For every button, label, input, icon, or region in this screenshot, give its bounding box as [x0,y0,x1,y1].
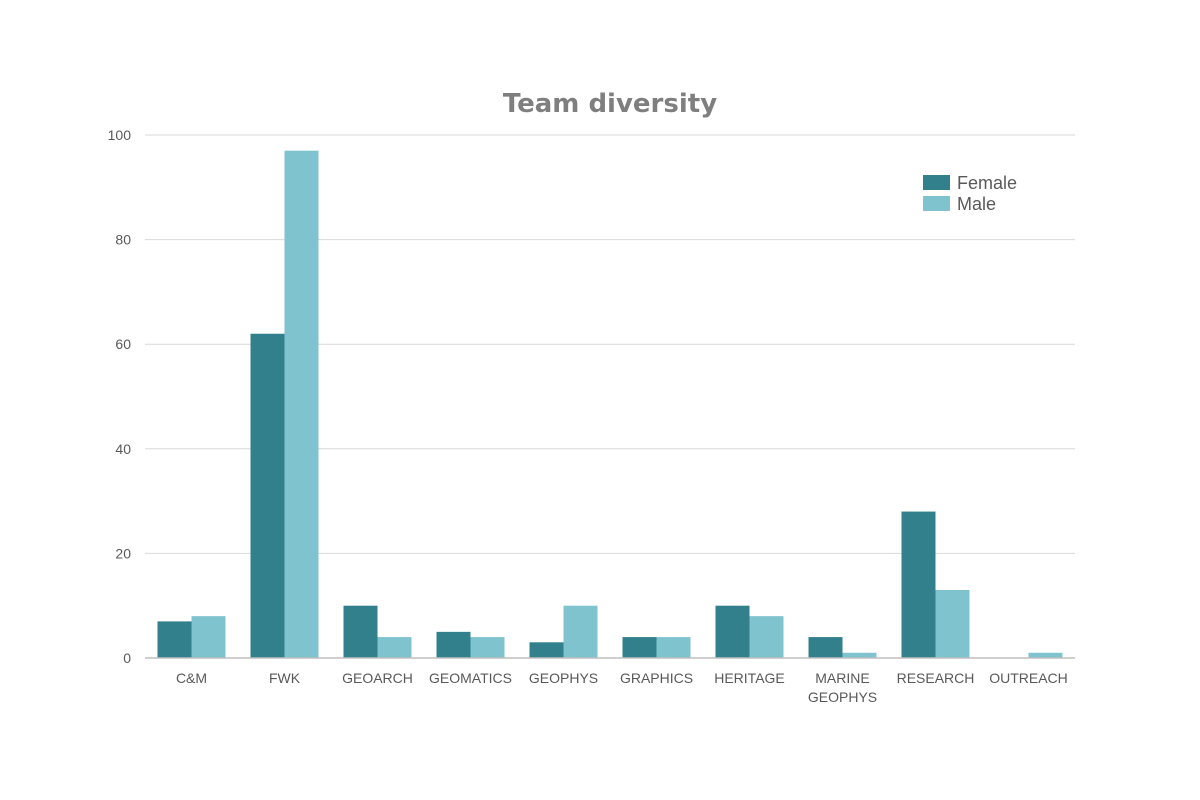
bar-female-6 [715,605,750,658]
y-tick-label: 100 [108,127,132,143]
bar-male-0 [191,616,226,658]
legend-swatch-female [923,175,950,190]
x-category-label: GRAPHICS [620,670,693,686]
bar-male-5 [656,637,691,658]
bar-male-1 [284,150,319,658]
x-axis-categories: C&M FWK GEOARCH GEOMATICS GEOPHYS GRAPHICS HER… [176,670,1068,705]
x-category-label: FWK [269,670,301,686]
bar-male-2 [377,637,412,658]
x-category-label: MARINE [815,670,869,686]
bar-female-0 [157,621,192,658]
x-category-label: HERITAGE [714,670,785,686]
bar-female-5 [622,637,657,658]
y-axis-ticks: 0 20 40 60 80 100 [108,127,132,666]
bar-female-2 [343,605,378,658]
bar-male-6 [749,616,784,658]
bar-female-3 [436,631,471,658]
bar-male-4 [563,605,598,658]
bar-male-9 [1028,652,1063,658]
legend-label-male: Male [957,194,996,214]
bar-female-4 [529,642,564,658]
x-category-label: C&M [176,670,207,686]
x-category-label: GEOPHYS [529,670,598,686]
y-tick-label: 60 [115,336,131,352]
y-tick-label: 40 [115,441,131,457]
x-category-label: GEOPHYS [808,689,877,705]
x-category-label: GEOMATICS [429,670,512,686]
y-tick-label: 0 [123,650,131,666]
bar-female-8 [901,511,936,658]
chart-title: Team diversity [503,89,717,119]
x-category-label: OUTREACH [989,670,1068,686]
legend-swatch-male [923,196,950,211]
bar-female-1 [250,333,285,658]
bar-female-7 [808,637,843,658]
x-category-label: GEOARCH [342,670,413,686]
bar-male-8 [935,590,970,658]
bar-male-3 [470,637,505,658]
legend-label-female: Female [957,173,1017,193]
bar-male-7 [842,652,877,658]
y-tick-label: 80 [115,232,131,248]
x-category-label: RESEARCH [897,670,975,686]
bars [157,150,1063,658]
y-tick-label: 20 [115,545,131,561]
